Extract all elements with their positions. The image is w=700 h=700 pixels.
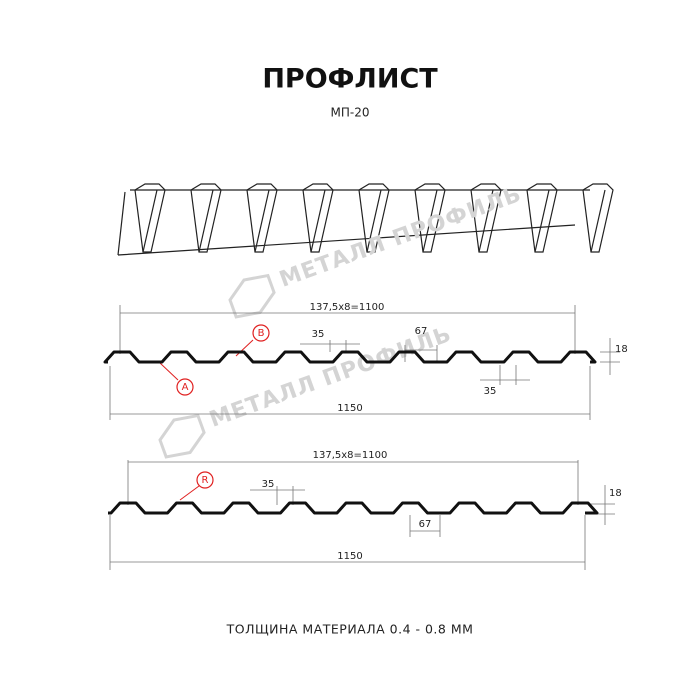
watermark-text: МЕТАЛЛ ПРОФИЛЬ — [276, 182, 525, 293]
marker-label: B — [258, 328, 265, 339]
profile-1 — [103, 350, 597, 364]
dim-bottom: 67 — [419, 519, 432, 530]
dim-height: 18 — [609, 488, 622, 499]
sheet-line — [582, 183, 614, 253]
dim-top: 35 — [262, 479, 275, 490]
marker-label: R — [202, 475, 209, 486]
sheet-line — [422, 189, 438, 253]
dim-total: 1150 — [337, 551, 362, 562]
subtitle: МП-20 — [331, 106, 370, 120]
watermark: МЕТАЛЛ ПРОФИЛЬ — [158, 322, 455, 459]
dim-total: 1150 — [337, 403, 362, 414]
footer: ТОЛЩИНА МАТЕРИАЛА 0.4 - 0.8 ММ — [226, 622, 474, 637]
sheet-line — [198, 189, 214, 253]
watermark: МЕТАЛЛ ПРОФИЛЬ — [228, 182, 525, 319]
sheet-line — [534, 189, 550, 253]
title: ПРОФЛИСТ — [262, 64, 438, 95]
dim-rib: 35 — [484, 386, 497, 397]
sheet-line — [134, 183, 166, 253]
marker-label: A — [182, 382, 189, 393]
sheet-line — [478, 189, 494, 253]
dim-height: 18 — [615, 344, 628, 355]
sheet-line — [117, 191, 126, 256]
profile-2-dims: 137,5x8=1100 35 67 18 1150 R — [109, 450, 622, 570]
sheet-line — [190, 183, 222, 253]
profile-2 — [108, 501, 599, 515]
sheet-line — [590, 189, 606, 253]
sheet-line — [526, 183, 558, 253]
profile-1-dims: 137,5x8=1100 35 67 35 18 1150 B A — [109, 302, 628, 420]
dim-bottom: 67 — [415, 326, 428, 337]
sheet-line — [254, 189, 270, 253]
watermark-text: МЕТАЛЛ ПРОФИЛЬ — [206, 322, 455, 433]
dim-pitch: 137,5x8=1100 — [310, 302, 385, 313]
marker — [252, 324, 270, 342]
marker — [196, 471, 214, 489]
sheet-3d — [117, 183, 614, 256]
sheet-line — [246, 183, 278, 253]
dim-pitch: 137,5x8=1100 — [313, 450, 388, 461]
sheet-line — [142, 189, 158, 253]
sheet-line — [117, 189, 590, 256]
marker — [176, 378, 194, 396]
dim-top: 35 — [312, 329, 325, 340]
sheet-line — [366, 189, 382, 253]
